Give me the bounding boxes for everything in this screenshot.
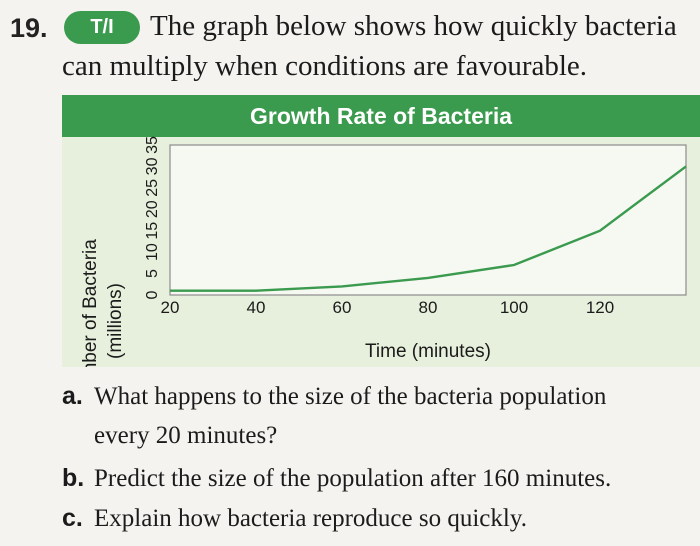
- y-tick-label: 15: [144, 222, 161, 240]
- y-tick-label: 10: [144, 243, 161, 261]
- y-tick-label: 20: [144, 200, 161, 218]
- plot-area: [169, 144, 687, 296]
- x-tick-label: 120: [586, 298, 614, 317]
- intro-text-line-1: The graph below shows how quickly bacter…: [150, 10, 677, 42]
- question-number: 19.: [10, 13, 48, 43]
- skill-badge: T/I: [64, 11, 140, 44]
- y-tick-label: 30: [144, 157, 161, 175]
- x-tick-label: 60: [333, 298, 352, 317]
- x-axis-label: Time (minutes): [365, 341, 491, 362]
- intro-text-line-2: can multiply when conditions are favoura…: [62, 50, 588, 82]
- part-a-text-line-1: What happens to the size of the bacteria…: [94, 383, 607, 410]
- x-tick-label: 80: [419, 298, 438, 317]
- x-tick-label: 20: [161, 298, 180, 317]
- y-axis-label-units: (millions): [105, 283, 126, 359]
- chart-panel: Growth Rate of Bacteria 0 5 10 15 20 25 30 35 2…: [62, 95, 700, 367]
- y-axis-label: Number of Bacteria: [80, 239, 101, 367]
- part-c: c. Explain how bacteria reproduce so quic…: [62, 504, 527, 533]
- y-tick-label: 5: [144, 269, 161, 278]
- part-b-label: b.: [62, 464, 85, 492]
- part-c-label: c.: [62, 504, 83, 532]
- x-tick-label: 100: [500, 298, 528, 317]
- line-chart: 0 5 10 15 20 25 30 35 20 40 60 80 100 120 Time (minu…: [80, 136, 687, 367]
- y-tick-label: 0: [144, 290, 161, 299]
- x-tick-labels: 20 40 60 80 100 120: [161, 298, 615, 317]
- x-tick-label: 40: [247, 298, 266, 317]
- part-b: b. Predict the size of the population aft…: [62, 464, 611, 493]
- y-tick-labels: 0 5 10 15 20 25 30 35: [144, 136, 161, 299]
- part-a-text-line-2: every 20 minutes?: [94, 422, 278, 449]
- part-a-label: a.: [62, 382, 83, 410]
- y-tick-label: 35: [144, 136, 161, 154]
- y-tick-label: 25: [144, 179, 161, 197]
- part-a: a. What happens to the size of the bacter…: [62, 382, 606, 411]
- series-line-bacteria: [170, 165, 687, 292]
- chart-header-bar: [62, 95, 700, 137]
- chart-title: Growth Rate of Bacteria: [250, 103, 512, 129]
- part-b-text: Predict the size of the population after…: [94, 465, 612, 492]
- part-c-text: Explain how bacteria reproduce so quickl…: [94, 505, 527, 532]
